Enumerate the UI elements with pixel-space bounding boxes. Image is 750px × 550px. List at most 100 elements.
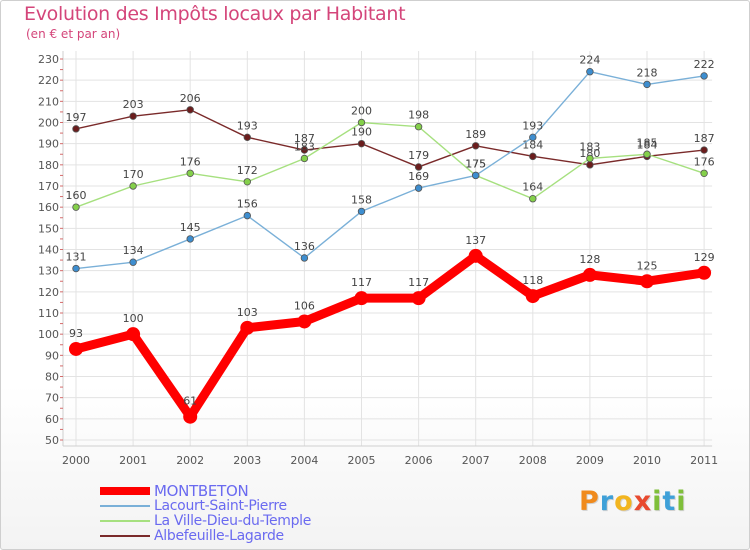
- data-label: 128: [579, 253, 600, 266]
- data-point: [357, 139, 366, 148]
- series-line: [75, 121, 705, 208]
- data-point: [126, 327, 141, 342]
- data-label: 172: [237, 164, 258, 177]
- x-tick-label: 2002: [176, 454, 204, 467]
- logo-letter: i: [652, 486, 663, 517]
- data-point: [72, 203, 80, 211]
- data-label: 136: [294, 240, 315, 253]
- chart-title: Evolution des Impôts locaux par Habitant: [24, 3, 406, 25]
- data-point: [586, 154, 594, 163]
- y-tick-label: 170: [38, 180, 59, 193]
- data-label: 206: [180, 92, 201, 105]
- y-tick-label: 150: [38, 222, 59, 235]
- logo-letter: i: [676, 486, 687, 517]
- logo-letter: r: [599, 486, 615, 517]
- data-label: 189: [465, 128, 486, 141]
- y-tick-label: 180: [38, 159, 59, 172]
- data-point: [300, 146, 309, 154]
- data-point: [129, 258, 137, 266]
- x-tick-label: 2000: [62, 454, 90, 467]
- y-tick-label: 90: [45, 349, 59, 362]
- data-point: [472, 142, 480, 150]
- data-point: [186, 169, 194, 177]
- data-label: 131: [66, 251, 87, 264]
- data-point: [357, 207, 366, 216]
- y-tick-label: 230: [38, 53, 59, 66]
- legend-swatch: [100, 519, 150, 522]
- data-label: 198: [408, 109, 429, 122]
- data-point: [586, 67, 594, 76]
- data-point: [472, 171, 480, 180]
- data-label: 160: [66, 189, 87, 202]
- y-tick-label: 120: [38, 286, 59, 299]
- data-point: [414, 184, 423, 192]
- data-label: 193: [237, 119, 258, 132]
- data-label: 117: [408, 276, 429, 289]
- data-point: [640, 274, 654, 289]
- logo-letter: x: [633, 486, 653, 517]
- data-point: [525, 289, 540, 304]
- y-tick-label: 210: [38, 95, 59, 108]
- legend-swatch: [100, 504, 150, 507]
- data-label: 125: [637, 259, 658, 272]
- y-tick-label: 70: [45, 392, 59, 405]
- data-point: [240, 320, 255, 335]
- y-tick-label: 220: [38, 74, 59, 87]
- data-label: 158: [351, 193, 372, 206]
- data-point: [468, 248, 483, 263]
- x-tick-label: 2011: [690, 454, 718, 467]
- data-label: 176: [180, 155, 201, 168]
- data-point: [243, 211, 251, 220]
- y-tick-label: 160: [38, 201, 59, 214]
- data-point: [300, 154, 309, 163]
- data-label: 197: [66, 111, 87, 124]
- data-point: [414, 163, 423, 171]
- data-label: 145: [180, 221, 201, 234]
- data-point: [69, 341, 83, 356]
- y-tick-label: 60: [45, 413, 59, 426]
- data-label: 203: [123, 98, 144, 111]
- legend-item: Albefeuille-Lagarde: [100, 528, 311, 543]
- data-label: 61: [183, 395, 197, 408]
- y-tick-label: 80: [45, 371, 59, 384]
- data-point: [586, 161, 594, 169]
- data-label: 175: [465, 157, 486, 170]
- logo-letter: t: [662, 486, 677, 517]
- data-point: [243, 133, 251, 142]
- data-label: 185: [637, 136, 658, 149]
- proxiti-logo: Proxiti: [579, 486, 687, 517]
- data-label: 170: [123, 168, 144, 181]
- data-point: [72, 264, 80, 273]
- data-label: 175: [465, 157, 486, 170]
- logo-letter: P: [579, 486, 600, 517]
- data-point: [643, 150, 651, 158]
- data-point: [183, 409, 198, 424]
- data-point: [129, 112, 137, 120]
- data-point: [297, 314, 312, 329]
- series-line: [75, 70, 705, 270]
- data-label: 180: [579, 147, 600, 160]
- data-label: 222: [694, 58, 715, 71]
- data-label: 218: [637, 66, 658, 79]
- data-point: [697, 265, 712, 280]
- data-label: 179: [408, 149, 429, 162]
- x-tick-label: 2003: [233, 454, 261, 467]
- legend-label: MONTBETON: [154, 481, 249, 500]
- y-tick-label: 200: [38, 117, 59, 130]
- x-tick-label: 2001: [119, 454, 147, 467]
- x-tick-label: 2007: [462, 454, 490, 467]
- chart-legend: MONTBETON Lacourt-Saint-Pierre La Ville-Di…: [100, 483, 311, 543]
- chart-subtitle: (en € et par an): [26, 27, 121, 41]
- data-label: 184: [637, 138, 658, 151]
- y-tick-label: 110: [38, 307, 59, 320]
- data-label: 190: [351, 126, 372, 139]
- legend-item: La Ville-Dieu-du-Temple: [100, 513, 311, 528]
- data-point: [243, 178, 251, 186]
- y-tick-label: 190: [38, 138, 59, 151]
- data-label: 164: [522, 181, 543, 194]
- data-label: 106: [294, 299, 315, 312]
- data-label: 200: [351, 105, 372, 118]
- x-tick-label: 2010: [633, 454, 661, 467]
- data-point: [354, 291, 369, 306]
